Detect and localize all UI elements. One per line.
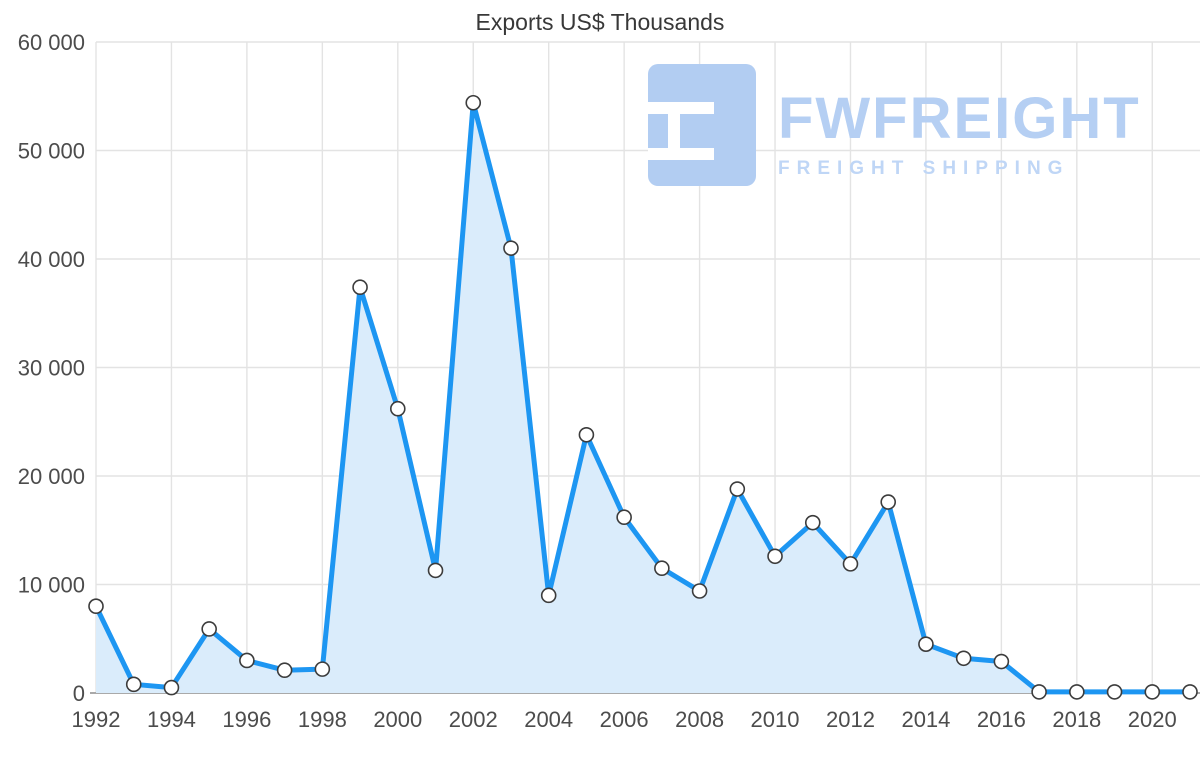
x-tick-label: 2004 [524,707,573,732]
data-point-marker[interactable] [654,560,670,577]
data-point-marker[interactable] [1182,684,1198,700]
y-tick-label: 0 [73,681,85,706]
y-tick-label: 30 000 [18,356,85,381]
x-tick-label: 2020 [1128,707,1177,732]
x-tick-label: 2014 [901,707,950,732]
x-tick-label: 2018 [1052,707,1101,732]
area-fill [96,102,1190,693]
x-tick-label: 1994 [147,707,196,732]
data-point-marker[interactable] [729,481,746,497]
data-point-marker[interactable] [1031,684,1047,700]
data-point-marker[interactable] [352,279,368,296]
x-tick-label: 1992 [72,707,121,732]
x-tick-label: 2006 [600,707,649,732]
data-point-marker[interactable] [314,661,331,677]
watermark-text: FWFREIGHT FREIGHT SHIPPING [778,64,1169,180]
data-point-marker[interactable] [1069,684,1085,700]
data-point-marker[interactable] [389,400,406,417]
x-tick-label: 2000 [373,707,422,732]
data-point-marker[interactable] [88,598,104,615]
x-tick-label: 2010 [751,707,800,732]
data-point-marker[interactable] [578,426,595,443]
watermark-subtitle: FREIGHT SHIPPING [778,158,1070,179]
data-point-marker[interactable] [993,653,1010,670]
y-tick-label: 50 000 [18,139,85,164]
data-point-marker[interactable] [767,548,783,565]
data-point-marker[interactable] [955,650,972,667]
data-point-marker[interactable] [918,636,934,652]
y-tick-label: 60 000 [18,30,85,55]
data-point-marker[interactable] [540,587,557,604]
watermark: FWFREIGHT FREIGHT SHIPPING [648,64,1169,186]
data-point-marker[interactable] [465,94,482,111]
x-tick-label: 2012 [826,707,875,732]
data-point-marker[interactable] [1144,684,1161,700]
x-tick-label: 2008 [675,707,724,732]
data-point-marker[interactable] [276,662,293,679]
x-tick-label: 2016 [977,707,1026,732]
data-point-marker[interactable] [880,494,897,510]
x-tick-label: 2002 [449,707,498,732]
x-tick-label: 1998 [298,707,347,732]
y-tick-label: 20 000 [18,464,85,489]
data-point-marker[interactable] [201,621,217,637]
data-point-marker[interactable] [163,679,180,696]
data-point-marker[interactable] [427,562,444,579]
y-tick-label: 40 000 [18,247,85,272]
fwfreight-logo-icon [648,64,756,186]
data-point-marker[interactable] [503,240,519,256]
data-point-marker[interactable] [691,583,708,599]
data-point-marker[interactable] [616,509,632,526]
watermark-brand-name: FWFREIGHT [778,86,1141,151]
data-point-marker[interactable] [804,514,821,531]
data-point-marker[interactable] [125,676,142,693]
data-point-marker[interactable] [842,556,859,572]
chart-title: Exports US$ Thousands [475,9,725,35]
data-point-marker[interactable] [1106,684,1123,700]
data-point-marker[interactable] [239,652,255,669]
y-tick-label: 10 000 [18,573,85,598]
x-tick-label: 1996 [222,707,271,732]
